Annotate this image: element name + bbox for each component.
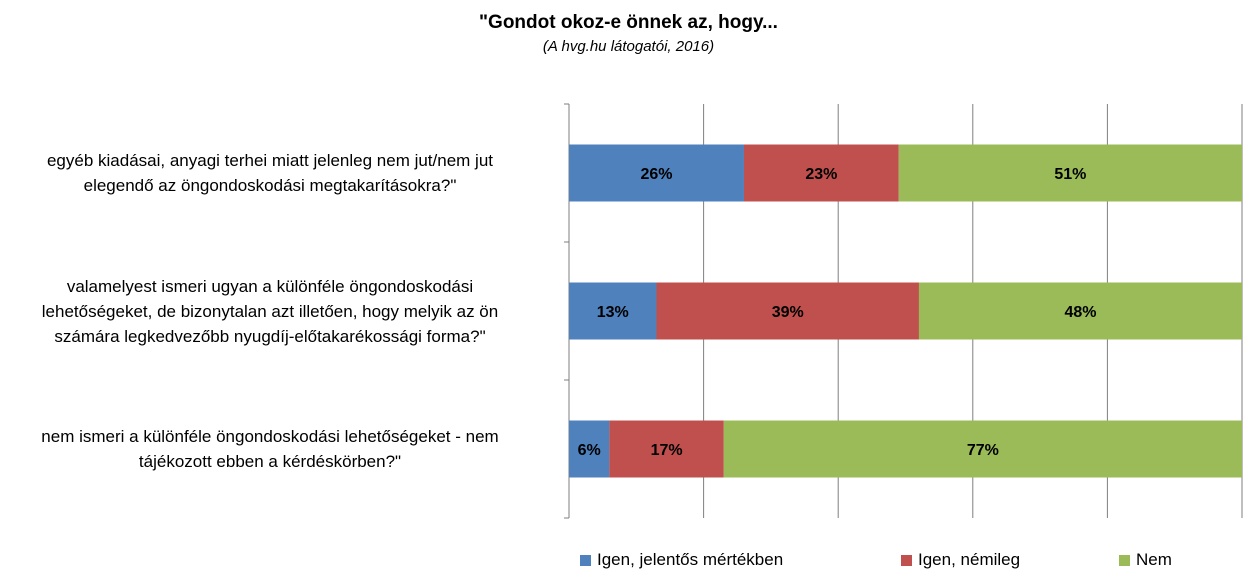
legend-swatch-1 bbox=[901, 554, 912, 566]
category-label: egyéb kiadásai, anyagi terhei miatt jele… bbox=[0, 148, 550, 198]
data-label: 51% bbox=[1054, 166, 1086, 183]
data-label: 48% bbox=[1064, 304, 1096, 321]
bar-segment bbox=[743, 144, 899, 202]
data-label: 77% bbox=[967, 442, 999, 459]
bar-segment bbox=[723, 420, 1242, 478]
category-label: nem ismeri a különféle öngondoskodási le… bbox=[0, 424, 550, 474]
bar-segment bbox=[569, 420, 610, 478]
category-label-line: nem ismeri a különféle öngondoskodási le… bbox=[41, 427, 499, 446]
legend-item-2: Nem bbox=[1119, 550, 1172, 570]
legend-label-1: Igen, némileg bbox=[918, 550, 1021, 569]
data-label: 23% bbox=[805, 166, 837, 183]
bar-segment bbox=[656, 282, 919, 340]
category-label-line: számára legkedvezőbb nyugdíj-előtakaréko… bbox=[54, 326, 486, 346]
bar-segment bbox=[898, 144, 1242, 202]
legend-swatch-0 bbox=[580, 554, 591, 566]
chart-title: "Gondot okoz-e önnek az, hogy... bbox=[479, 12, 778, 33]
legend-swatch-2 bbox=[1119, 554, 1130, 566]
data-label: 39% bbox=[772, 304, 804, 321]
bar-segment bbox=[918, 282, 1242, 340]
data-label: 6% bbox=[578, 442, 601, 459]
legend-item-1: Igen, némileg bbox=[901, 550, 1020, 570]
data-label: 17% bbox=[651, 442, 683, 459]
legend-label-0: Igen, jelentős mértékben bbox=[597, 550, 784, 569]
data-label: 26% bbox=[640, 166, 672, 183]
chart-subtitle: (A hvg.hu látogatói, 2016) bbox=[542, 38, 715, 55]
category-label: valamelyest ismeri ugyan a különféle öng… bbox=[0, 274, 550, 349]
bar-segment bbox=[609, 420, 724, 478]
bar-segment bbox=[569, 144, 744, 202]
bar-segment bbox=[569, 282, 657, 340]
data-label: 13% bbox=[597, 304, 629, 321]
category-label-line: tájékozott ebben a kérdéskörben?" bbox=[138, 452, 402, 471]
category-label-line: valamelyest ismeri ugyan a különféle öng… bbox=[66, 276, 474, 296]
category-label-line: egyéb kiadásai, anyagi terhei miatt jele… bbox=[46, 151, 494, 170]
legend-item-0: Igen, jelentős mértékben bbox=[580, 550, 783, 570]
category-label-line: lehetőségeket, de bizonytalan azt illető… bbox=[41, 301, 499, 321]
category-label-line: elegendő az öngondoskodási megtakarításo… bbox=[83, 176, 457, 195]
legend-label-2: Nem bbox=[1136, 550, 1172, 569]
